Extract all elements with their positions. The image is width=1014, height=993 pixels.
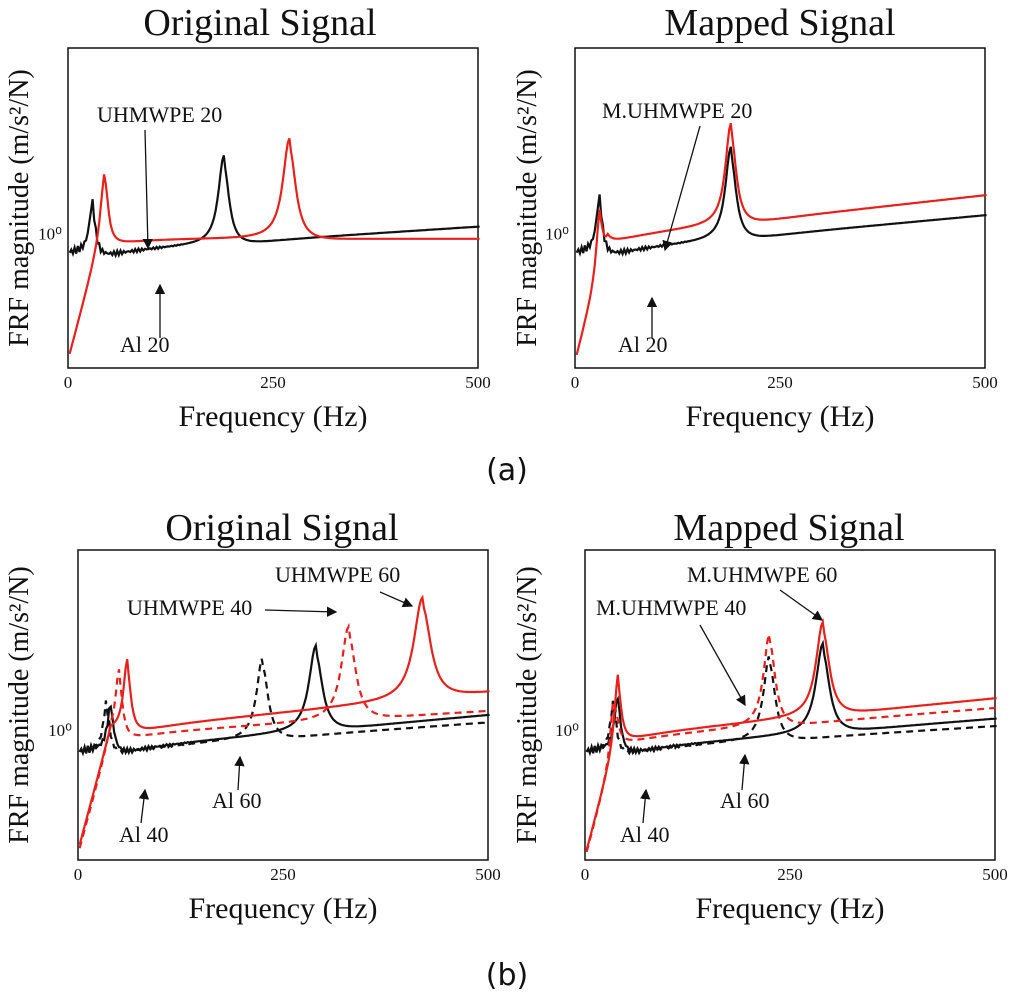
plot-frame [67,47,479,369]
y-tick-label: 10⁰ [38,225,62,244]
x-tick-label: 0 [581,865,590,884]
annotation-arrow [138,788,150,824]
x-tick-label: 0 [64,373,73,392]
x-axis-label: Frequency (Hz) [685,400,874,433]
chart-4: Mapped Signal Frequency (Hz) FRF magnitude… [512,507,1008,925]
annotation-arrow [779,589,824,621]
series-m-uhmwpe-20 [575,122,987,356]
annotation-arrow [142,129,153,250]
x-tick-label: 0 [571,373,580,392]
annotation-label: UHMWPE 20 [97,102,222,127]
x-tick-label: 0 [74,865,83,884]
annotation-label: M.UHMWPE 40 [596,595,746,620]
x-tick-label: 500 [982,865,1008,884]
series-uhmwpe-20 [68,138,480,355]
plot-frame [584,549,996,861]
chart-2: Mapped Signal Frequency (Hz) FRF magnitude… [512,2,998,433]
x-tick-label: 500 [475,865,501,884]
x-axis-label: Frequency (Hz) [188,892,377,925]
annotation-arrow [264,606,338,617]
annotation-label: Al 20 [618,332,668,357]
chart-title: Original Signal [143,2,376,44]
annotation-label: Al 40 [119,822,169,847]
chart-1: Original Signal Frequency (Hz) FRF magnitu… [4,2,491,433]
x-tick-label: 500 [465,373,491,392]
series-uhmwpe-60 [78,594,490,845]
y-axis-label: FRF magnitude (m/s²/N) [4,566,35,844]
x-tick-label: 500 [972,373,998,392]
plot-frame [77,549,489,861]
chart-title: Mapped Signal [664,2,895,44]
panel-label-b: (b) [486,958,528,993]
annotation-label: Al 60 [720,788,770,813]
annotation-label: UHMWPE 60 [275,562,400,587]
chart-title: Original Signal [165,507,398,549]
x-tick-label: 250 [777,865,803,884]
annotation-arrow [699,624,746,707]
y-tick-label: 10⁰ [555,721,579,740]
annotation-label: Al 60 [212,788,262,813]
chart-3: Original Signal Frequency (Hz) FRF magnitu… [4,507,501,925]
annotation-label: Al 20 [120,332,170,357]
series-al-20 [575,146,987,257]
annotation-arrow [639,788,651,824]
x-tick-label: 250 [270,865,296,884]
series-m-uhmwpe-60 [585,617,997,851]
x-axis-label: Frequency (Hz) [178,400,367,433]
series-m-uhmwpe-40 [585,634,997,853]
plot-frame [574,47,986,369]
annotation-arrow [234,755,245,791]
annotation-arrow [739,753,750,791]
y-axis-label: FRF magnitude (m/s²/N) [512,566,543,844]
series-al-60 [585,639,997,757]
annotation-arrow [662,125,701,252]
y-axis-label: FRF magnitude (m/s²/N) [512,69,543,347]
series-al-40 [78,658,490,757]
annotation-label: M.UHMWPE 20 [602,98,752,123]
x-tick-label: 250 [260,373,286,392]
series-al-60 [78,641,490,757]
chart-title: Mapped Signal [673,507,904,549]
annotation-label: UHMWPE 40 [127,595,252,620]
series-uhmwpe-40 [78,622,490,849]
y-tick-label: 10⁰ [545,225,569,244]
series-al-20 [68,155,480,259]
annotation-arrow [379,591,414,608]
y-tick-label: 10⁰ [48,721,72,740]
panel-label-a: (a) [486,453,528,488]
annotation-label: Al 40 [620,822,670,847]
y-axis-label: FRF magnitude (m/s²/N) [4,69,35,347]
annotation-label: M.UHMWPE 60 [687,562,837,587]
x-tick-label: 250 [767,373,793,392]
x-axis-label: Frequency (Hz) [695,892,884,925]
